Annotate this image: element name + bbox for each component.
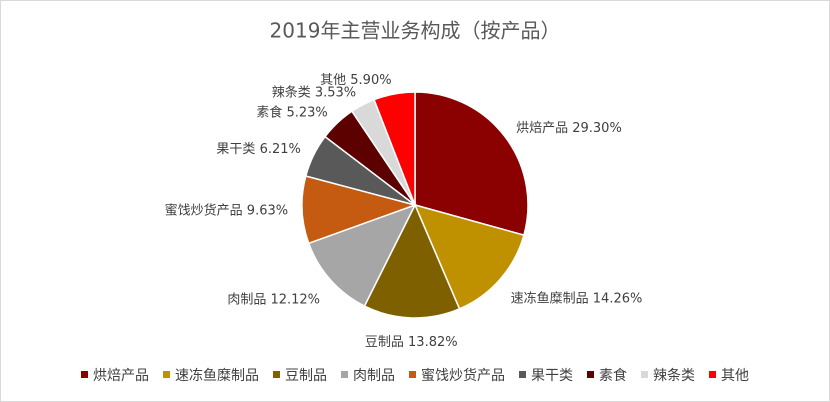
- data-label-value: 13.82%: [408, 334, 458, 349]
- data-label: 豆制品 13.82%: [365, 334, 458, 349]
- legend-swatch: [273, 371, 280, 378]
- data-label: 蜜饯炒货产品 9.63%: [165, 202, 288, 218]
- data-label-value: 3.53%: [315, 85, 356, 100]
- data-label-category: 烘焙产品: [516, 121, 568, 136]
- legend-label: 肉制品: [353, 368, 395, 384]
- data-label-category: 素食: [256, 104, 282, 120]
- pie-slice: [413, 203, 525, 310]
- data-label-value: 29.30%: [572, 121, 622, 136]
- legend-label: 蜜饯炒货产品: [421, 367, 505, 384]
- legend-label: 果干类: [531, 368, 573, 384]
- legend-swatch: [587, 371, 594, 378]
- legend-swatch: [641, 371, 648, 378]
- legend-swatch: [341, 371, 348, 378]
- data-label-value: 5.90%: [350, 73, 391, 88]
- data-label-category: 豆制品: [365, 334, 404, 349]
- legend-label: 速冻鱼糜制品: [175, 367, 259, 384]
- legend-label: 素食: [599, 367, 627, 384]
- legend-label: 其他: [721, 368, 749, 384]
- data-label-category: 肉制品: [227, 292, 266, 307]
- data-label-category: 速冻鱼糜制品: [511, 290, 589, 306]
- legend-swatch: [409, 371, 416, 378]
- legend-swatch: [709, 371, 716, 378]
- data-label: 素食 5.23%: [256, 104, 327, 120]
- data-label-value: 9.63%: [247, 203, 288, 218]
- data-label-category: 蜜饯炒货产品: [165, 202, 243, 218]
- data-label-value: 12.12%: [270, 292, 320, 307]
- data-label: 肉制品 12.12%: [227, 292, 320, 307]
- pie-slice: [373, 91, 416, 206]
- data-label: 烘焙产品 29.30%: [516, 121, 622, 136]
- pie-slice: [363, 203, 461, 319]
- legend-swatch: [81, 371, 88, 378]
- pie-slice: [414, 91, 529, 237]
- legend-swatch: [163, 371, 170, 378]
- data-label-category: 其他: [320, 73, 346, 88]
- data-label: 速冻鱼糜制品 14.26%: [511, 290, 643, 306]
- data-label-category: 果干类: [216, 142, 255, 157]
- data-label-value: 5.23%: [286, 105, 327, 120]
- data-label-value: 6.21%: [260, 142, 301, 157]
- data-label: 其他 5.90%: [320, 73, 391, 88]
- data-label: 果干类 6.21%: [216, 142, 300, 157]
- legend-label: 烘焙产品: [93, 368, 149, 384]
- legend-swatch: [519, 371, 526, 378]
- legend-label: 辣条类: [653, 367, 695, 384]
- data-label-category: 辣条类: [272, 84, 311, 100]
- data-label: 辣条类 3.53%: [272, 84, 356, 100]
- pie-slice: [307, 203, 417, 308]
- chart-title: 2019年主营业务构成（按产品）: [270, 19, 561, 43]
- legend-label: 豆制品: [285, 368, 327, 384]
- data-label-value: 14.26%: [593, 291, 643, 306]
- legend: 烘焙产品 速冻鱼糜制品 豆制品 肉制品 蜜饯炒货产品 果干类 素食 辣条类 其他: [81, 367, 749, 384]
